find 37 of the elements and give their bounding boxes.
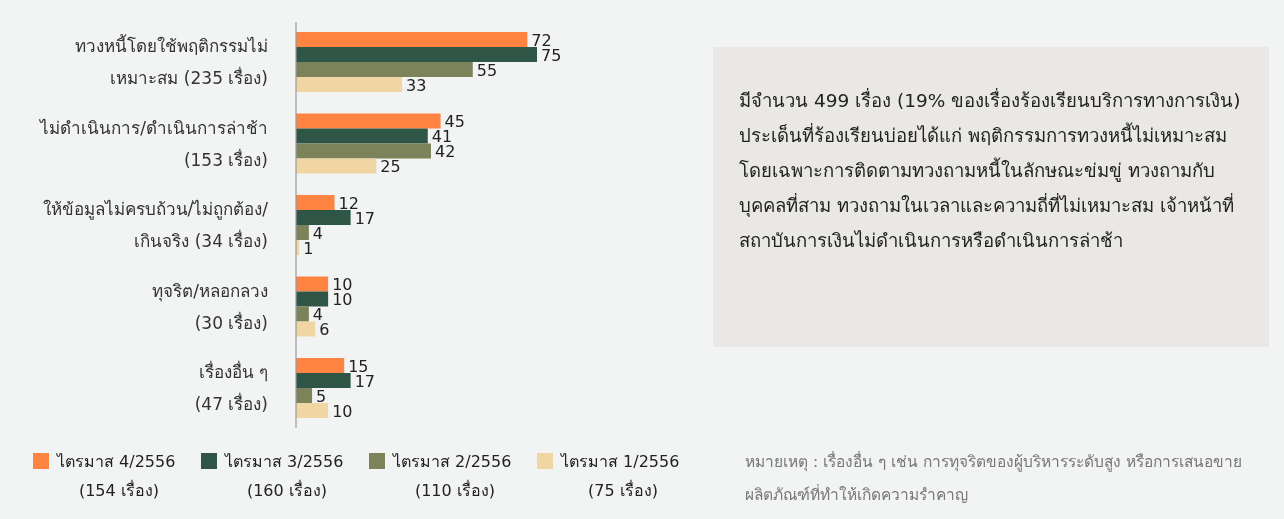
bar <box>296 62 473 77</box>
data-label: 10 <box>332 401 353 421</box>
data-label: 33 <box>406 75 427 95</box>
bar <box>296 306 309 322</box>
y-tick-label: ทวงหนี้โดยใช้พฤติกรรมไม่ เหมาะสม (235 เรื่อง) <box>75 34 268 88</box>
bar <box>296 195 335 210</box>
bar <box>296 403 329 418</box>
bar <box>296 210 351 225</box>
data-label: 5 <box>316 386 327 406</box>
data-label: 4 <box>312 223 324 243</box>
bar <box>296 113 441 129</box>
bar <box>296 276 329 292</box>
bar <box>296 321 316 337</box>
data-label: 55 <box>476 60 498 80</box>
bar <box>296 32 528 47</box>
bar <box>296 358 345 373</box>
annotation: มีจำนวน 499 เรื่อง (19% ของเรื่องร้องเรียนบริการทางการเงิน) ประเด็นที่ร้องเรียนบ่อยได้แก่ พฤติกรรมการทวงหนี้ไม่เหมาะสม โดยเฉพาะการติดตามทวงถามหนี้ในลักษณะข่มขู่ ทวงถามกับบุคคลที่สาม ทวงถามในเวลาและความถี่ที่ไม่เหมาะสม เจ้าหน้าที่สถาบันการเงินไม่ดำเนินการหรือดำเนินการล่าช้า <box>713 47 1269 347</box>
y-tick-label: ให้ข้อมูลไม่ครบถ้วน/ไม่ถูกต้อง/ เกินจริง (34 เรื่อง) <box>42 199 269 251</box>
bar <box>296 77 403 92</box>
y-tick-label: ไม่ดำเนินการ/ดำเนินการล่าช้า (153 เรื่อง) <box>38 117 268 170</box>
legend-label: ไตรมาส 3/2556 (160 เรื่อง) <box>223 452 344 500</box>
legend-label: ไตรมาส 2/2556 (110 เรื่อง) <box>391 452 512 500</box>
bar <box>296 143 431 159</box>
bar <box>296 291 329 307</box>
annotation: หมายเหตุ : เรื่องอื่น ๆ เช่น การทุจริตของผู้บริหารระดับสูง หรือการเสนอขายผลิตภัณฑ์ที่ทำให้เกิดความรำคาญ <box>745 450 1243 506</box>
bar <box>296 373 351 388</box>
legend-label: ไตรมาส 1/2556 (75 เรื่อง) <box>559 452 680 500</box>
data-label: 1 <box>303 238 314 258</box>
bar <box>296 158 377 174</box>
y-tick-label: ทุจริต/หลอกลวง (30 เรื่อง) <box>152 280 268 333</box>
legend-label: ไตรมาส 4/2556 (154 เรื่อง) <box>55 452 176 500</box>
data-label: 25 <box>380 157 401 176</box>
y-tick-label: เรื่องอื่น ๆ (47 เรื่อง) <box>194 360 268 414</box>
bar <box>296 225 309 240</box>
bar <box>296 47 537 62</box>
bar <box>296 388 313 403</box>
bar <box>296 128 428 144</box>
